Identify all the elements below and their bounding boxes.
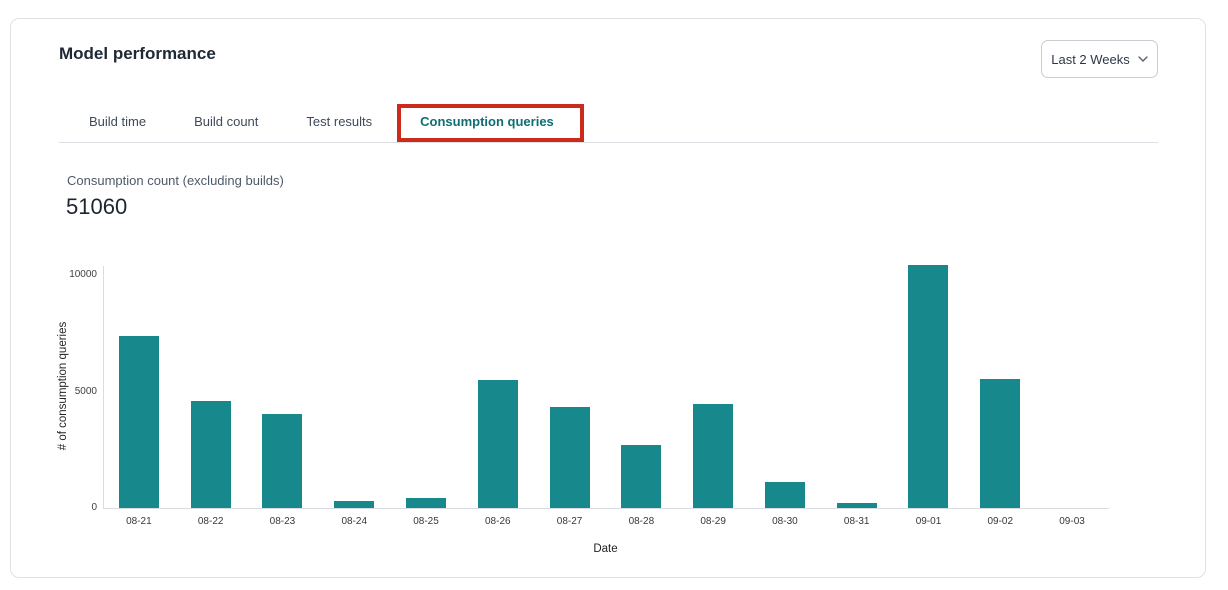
x-tick-label: 08-29: [700, 516, 726, 527]
x-tick-label: 08-23: [269, 516, 296, 527]
tab-build-count[interactable]: Build count: [194, 114, 259, 129]
bar-slot: [103, 258, 175, 508]
x-tick-label: 08-22: [197, 516, 224, 527]
x-tick-label: 09-01: [915, 516, 942, 527]
bar[interactable]: [406, 498, 447, 508]
bar-slot: [605, 258, 677, 508]
bar[interactable]: [549, 406, 590, 508]
model-performance-card: Model performance Last 2 Weeks Build tim…: [10, 18, 1206, 578]
bar-slot: [749, 258, 821, 508]
y-tick-label: 0: [91, 502, 97, 513]
bar-slot: [1036, 258, 1108, 508]
chevron-down-icon: [1138, 56, 1148, 62]
metric-label: Consumption count (excluding builds): [67, 173, 284, 188]
date-range-dropdown[interactable]: Last 2 Weeks: [1041, 40, 1158, 78]
x-tick-label: 08-25: [413, 516, 439, 527]
x-tick-label: 09-02: [987, 516, 1014, 527]
x-tick-label: 08-28: [628, 516, 655, 527]
bar[interactable]: [980, 378, 1021, 508]
bar[interactable]: [621, 445, 662, 508]
bar-slot: [390, 258, 462, 508]
x-tick-label: 08-21: [126, 516, 152, 527]
bar[interactable]: [190, 400, 231, 508]
x-tick-label: 08-24: [341, 516, 368, 527]
y-tick-label: 5000: [74, 385, 97, 397]
bar[interactable]: [334, 501, 375, 508]
x-tick-label: 09-03: [1059, 516, 1085, 527]
x-tick-label: 08-31: [843, 516, 870, 527]
x-tick-label: 08-30: [772, 516, 798, 527]
bar-slot: [462, 258, 534, 508]
bar-slot: [175, 258, 247, 508]
page-title: Model performance: [59, 44, 216, 63]
bar-slot: [534, 258, 606, 508]
tab-bar: Build time Build count Test results Cons…: [59, 101, 1158, 143]
tab-build-time[interactable]: Build time: [89, 114, 147, 129]
bar-slot: [964, 258, 1036, 508]
x-tick-label: 08-27: [556, 516, 583, 527]
tab-test-results[interactable]: Test results: [306, 114, 373, 129]
y-tick-label: 10000: [69, 269, 97, 280]
y-ticks: 0 5000 10000: [49, 258, 97, 513]
bar[interactable]: [118, 335, 159, 508]
y-axis-line: [103, 266, 104, 509]
bar-slot: [821, 258, 893, 508]
date-range-value: Last 2 Weeks: [1051, 51, 1130, 67]
bar[interactable]: [693, 404, 734, 508]
bar-slot: [893, 258, 965, 508]
bar[interactable]: [262, 413, 303, 508]
metric-value: 51060: [66, 194, 128, 219]
bar[interactable]: [477, 380, 518, 508]
bar[interactable]: [908, 264, 949, 508]
bar-slot: [247, 258, 319, 508]
bar-slot: [318, 258, 390, 508]
bars: [103, 258, 1108, 508]
x-axis-line: [103, 508, 1109, 509]
bar[interactable]: [764, 482, 805, 508]
bar[interactable]: [836, 503, 877, 508]
bar-slot: [677, 258, 749, 508]
x-tick-label: 08-26: [485, 516, 511, 527]
x-axis-title: Date: [593, 543, 618, 555]
x-tick-labels: 08-21 08-22 08-23 08-24 08-25 08-26 08-27 08-28…: [103, 516, 1108, 527]
tab-consumption-queries[interactable]: Consumption queries: [420, 114, 554, 129]
